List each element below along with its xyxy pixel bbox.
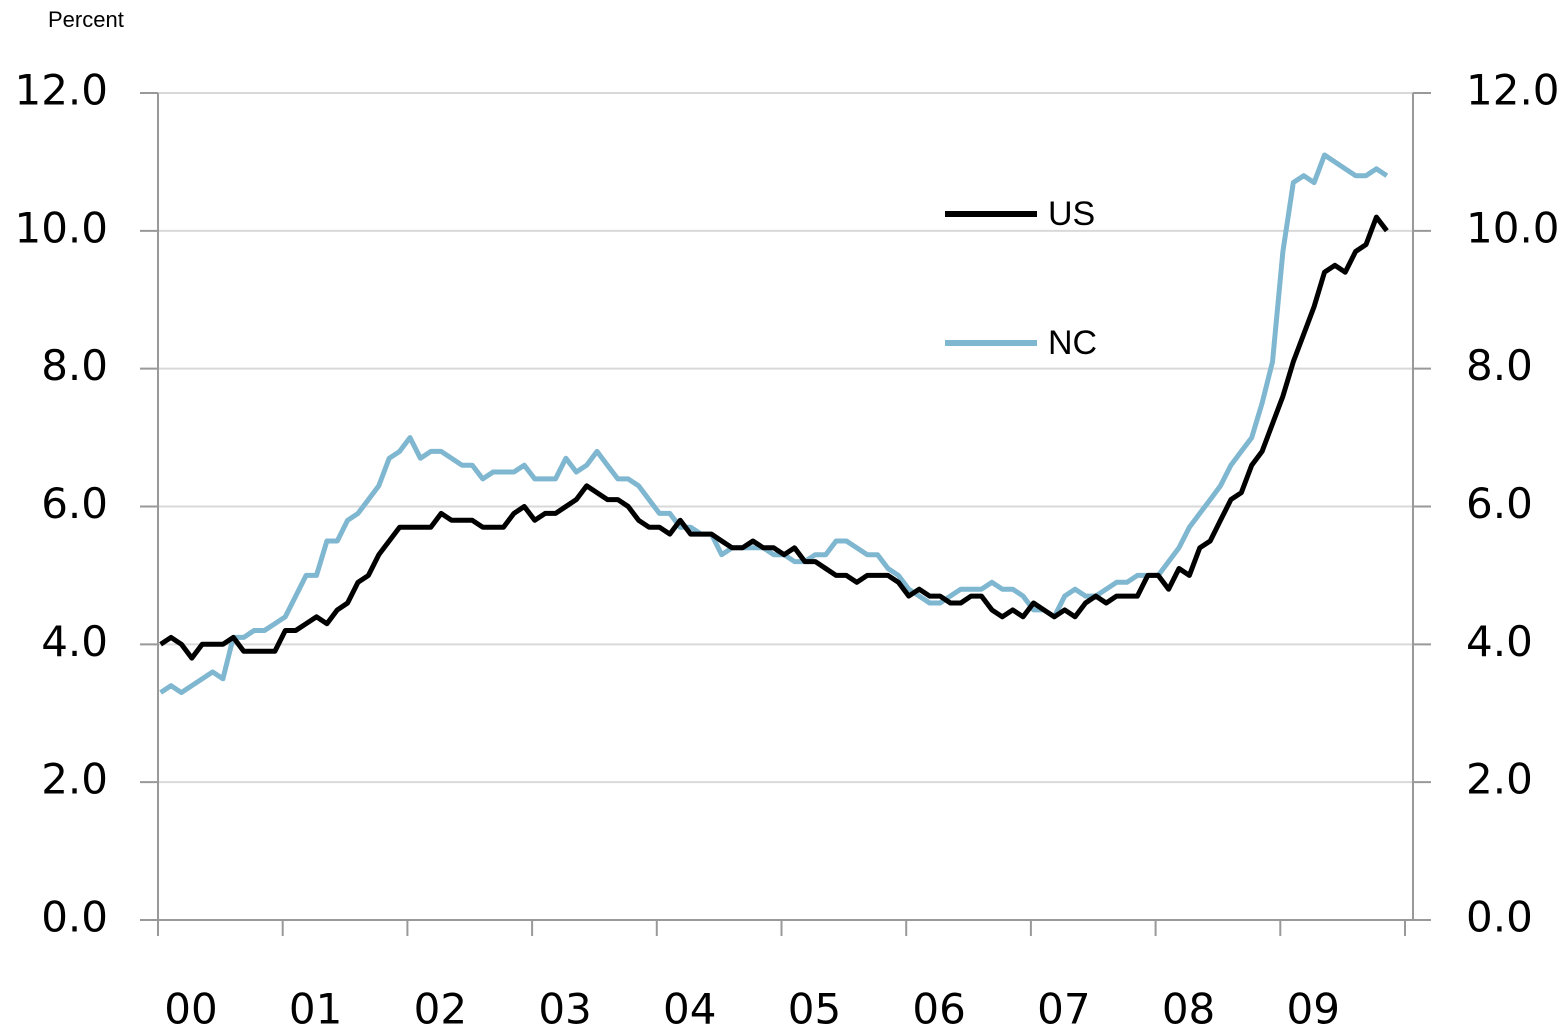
x-tick-label: 02 (414, 985, 467, 1034)
y-tick-label: 8.0 (41, 341, 108, 390)
y-axis-label: Percent (48, 7, 124, 32)
y-tick-label: 12.0 (14, 66, 108, 115)
y2-tick-label: 4.0 (1466, 617, 1533, 666)
y-tick-label: 0.0 (41, 893, 108, 942)
y-tick-label: 4.0 (41, 617, 108, 666)
y-tick-label: 10.0 (14, 203, 108, 252)
x-tick-label: 09 (1287, 985, 1340, 1034)
y2-tick-label: 8.0 (1466, 341, 1533, 390)
x-tick-label: 08 (1162, 985, 1215, 1034)
y2-tick-label: 0.0 (1466, 893, 1533, 942)
x-tick-label: 05 (788, 985, 841, 1034)
y2-tick-label: 12.0 (1466, 66, 1560, 115)
x-tick-label: 04 (663, 985, 716, 1034)
x-tick-label: 03 (538, 985, 591, 1034)
x-tick-label: 06 (912, 985, 965, 1034)
x-tick-label: 01 (289, 985, 342, 1034)
y2-tick-label: 10.0 (1466, 203, 1560, 252)
x-tick-label: 00 (164, 985, 217, 1034)
series-line (159, 214, 1389, 661)
x-tick-label: 07 (1037, 985, 1090, 1034)
legend-label: NC (1048, 324, 1097, 362)
y2-tick-label: 6.0 (1466, 479, 1533, 528)
series-line (159, 152, 1389, 696)
y2-tick-label: 2.0 (1466, 755, 1533, 804)
y-tick-label: 2.0 (41, 755, 108, 804)
legend-label: US (1048, 195, 1095, 233)
y-tick-label: 6.0 (41, 479, 108, 528)
